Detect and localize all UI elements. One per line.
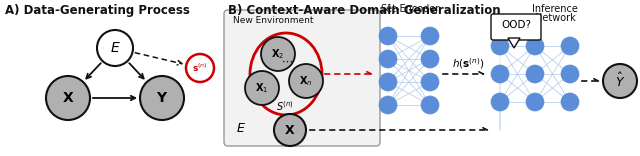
Polygon shape — [508, 38, 520, 48]
Circle shape — [379, 27, 397, 45]
Text: $E$: $E$ — [236, 122, 246, 134]
Circle shape — [526, 65, 544, 83]
Circle shape — [561, 37, 579, 55]
FancyBboxPatch shape — [224, 10, 380, 146]
Circle shape — [526, 93, 544, 111]
Text: New Environment: New Environment — [233, 16, 314, 25]
Circle shape — [186, 54, 214, 82]
Circle shape — [421, 50, 439, 68]
Circle shape — [379, 50, 397, 68]
Circle shape — [421, 96, 439, 114]
Circle shape — [491, 65, 509, 83]
Circle shape — [97, 30, 133, 66]
Text: $\mathbf{X}_n$: $\mathbf{X}_n$ — [300, 74, 313, 88]
Text: $E$: $E$ — [109, 41, 120, 55]
Circle shape — [491, 93, 509, 111]
Circle shape — [561, 65, 579, 83]
Text: $\mathbf{X}_2$: $\mathbf{X}_2$ — [271, 47, 285, 61]
Circle shape — [561, 93, 579, 111]
Circle shape — [245, 71, 279, 105]
Circle shape — [274, 114, 306, 146]
Circle shape — [261, 37, 295, 71]
Text: $\mathbf{Y}$: $\mathbf{Y}$ — [156, 91, 168, 105]
Text: $h(\mathbf{s}^{(n)})$: $h(\mathbf{s}^{(n)})$ — [452, 57, 484, 71]
Text: $\mathbf{X}$: $\mathbf{X}$ — [62, 91, 74, 105]
Circle shape — [46, 76, 90, 120]
Text: B) Context-Aware Domain Generalization: B) Context-Aware Domain Generalization — [228, 4, 500, 17]
Text: A) Data-Generating Process: A) Data-Generating Process — [5, 4, 190, 17]
FancyBboxPatch shape — [491, 14, 541, 40]
Text: Set-Encoder: Set-Encoder — [380, 4, 440, 14]
Text: OOD?: OOD? — [501, 20, 531, 30]
Text: $\mathbf{s}^{(n)}$: $\mathbf{s}^{(n)}$ — [192, 62, 208, 74]
Circle shape — [491, 37, 509, 55]
Text: $\hat{Y}$: $\hat{Y}$ — [615, 72, 625, 90]
Circle shape — [289, 64, 323, 98]
Circle shape — [140, 76, 184, 120]
Text: $\mathbf{X}$: $\mathbf{X}$ — [284, 124, 296, 136]
Text: $S^{(n)}$: $S^{(n)}$ — [276, 99, 294, 113]
Circle shape — [421, 27, 439, 45]
Text: $\cdots$: $\cdots$ — [281, 56, 293, 66]
Text: $\mathbf{X}_1$: $\mathbf{X}_1$ — [255, 81, 269, 95]
Circle shape — [526, 37, 544, 55]
Circle shape — [379, 96, 397, 114]
Circle shape — [421, 73, 439, 91]
Text: Inference: Inference — [532, 4, 578, 14]
Text: Network: Network — [534, 13, 575, 23]
Circle shape — [379, 73, 397, 91]
Circle shape — [603, 64, 637, 98]
